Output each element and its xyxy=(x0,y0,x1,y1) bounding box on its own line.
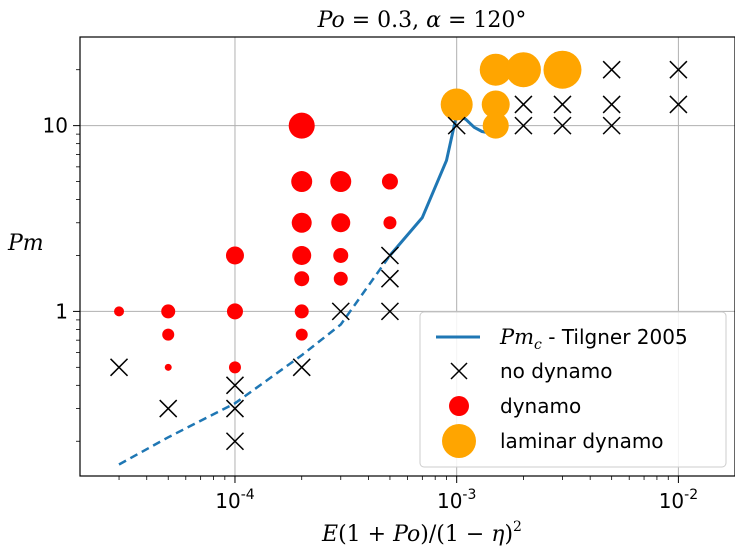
laminar-dynamo-point-1 xyxy=(479,53,512,86)
no-dynamo-point-2 xyxy=(225,376,245,395)
dynamo-point-1 xyxy=(161,304,176,319)
dynamo-point-17 xyxy=(333,271,348,286)
tilgner-dashed-line xyxy=(118,254,391,466)
dynamo-point-10 xyxy=(292,245,312,265)
dynamo-point-18 xyxy=(381,173,398,190)
no-dynamo-point-18 xyxy=(669,95,688,114)
legend-dynamo-swatch xyxy=(449,396,469,416)
legend-line-label: Pmc - Tilgner 2005 xyxy=(499,325,688,353)
dynamo-point-2 xyxy=(162,328,175,341)
data-markers xyxy=(110,50,688,451)
dynamo-point-15 xyxy=(331,213,351,233)
title-suffix: = 120° xyxy=(441,8,526,33)
no-dynamo-point-4 xyxy=(225,432,245,451)
legend-laminar-label: laminar dynamo xyxy=(500,429,664,453)
title-alpha: α xyxy=(426,8,441,33)
no-dynamo-point-13 xyxy=(553,116,572,135)
no-dynamo-point-3 xyxy=(225,399,245,418)
laminar-dynamo-point-3 xyxy=(482,112,509,139)
legend-x-swatch xyxy=(450,362,468,380)
no-dynamo-point-7 xyxy=(380,246,399,265)
dynamo-point-4 xyxy=(225,246,244,265)
title-mid: = 0.3, xyxy=(345,8,426,33)
laminar-dynamo-point-4 xyxy=(505,52,541,88)
no-dynamo-point-0 xyxy=(110,358,129,377)
dynamo-point-3 xyxy=(164,363,172,371)
dynamo-point-6 xyxy=(228,361,241,374)
dynamo-point-19 xyxy=(383,216,397,230)
legend-box xyxy=(419,311,727,468)
no-dynamo-point-14 xyxy=(553,95,572,114)
no-dynamo-point-15 xyxy=(602,116,621,135)
chart-title: Po = 0.3, α = 120° xyxy=(317,8,527,33)
tilgner-solid-line xyxy=(388,112,496,257)
dynamo-point-9 xyxy=(291,212,312,233)
no-dynamo-point-9 xyxy=(380,302,399,321)
no-dynamo-point-1 xyxy=(159,399,178,418)
no-dynamo-point-12 xyxy=(514,95,533,114)
dynamo-point-7 xyxy=(288,112,315,139)
x-tick-label-1: 10-3 xyxy=(437,487,476,513)
dynamo-point-11 xyxy=(294,271,310,287)
dynamo-point-12 xyxy=(294,304,309,319)
dynamo-point-0 xyxy=(114,306,125,317)
laminar-dynamo-point-2 xyxy=(481,90,510,119)
no-dynamo-point-19 xyxy=(669,60,688,79)
laminar-dynamo-point-0 xyxy=(440,88,473,121)
no-dynamo-point-5 xyxy=(292,358,311,377)
y-tick-label-0: 1 xyxy=(55,299,68,323)
no-dynamo-point-11 xyxy=(514,116,533,135)
legend-laminar-swatch xyxy=(442,424,476,458)
dynamo-point-5 xyxy=(226,303,243,320)
x-axis-label: E(1 + Po)/(1 − η)2 xyxy=(321,519,522,547)
y-axis-label: Pm xyxy=(7,231,44,256)
no-dynamo-point-6 xyxy=(331,302,350,321)
dynamo-point-16 xyxy=(333,247,349,263)
dynamo-point-14 xyxy=(330,171,352,193)
y-tick-label-1: 10 xyxy=(43,114,68,138)
axis-ticks: 10-4 10-3 10-2 1 10 xyxy=(43,69,698,513)
x-tick-label-2: 10-2 xyxy=(659,487,698,513)
laminar-dynamo-point-5 xyxy=(543,50,582,89)
no-dynamo-point-16 xyxy=(602,95,621,114)
legend: Pmc - Tilgner 2005 no dynamo dynamo lami… xyxy=(419,311,727,468)
title-po: Po xyxy=(317,8,345,33)
dynamo-point-8 xyxy=(291,171,313,193)
legend-dynamo-label: dynamo xyxy=(500,394,581,418)
no-dynamo-point-8 xyxy=(380,269,399,288)
no-dynamo-point-17 xyxy=(602,60,621,79)
legend-no-dynamo-label: no dynamo xyxy=(500,359,612,383)
no-dynamo-point-10 xyxy=(447,116,466,135)
x-tick-label-0: 10-4 xyxy=(215,487,255,513)
dynamo-point-13 xyxy=(295,328,308,341)
